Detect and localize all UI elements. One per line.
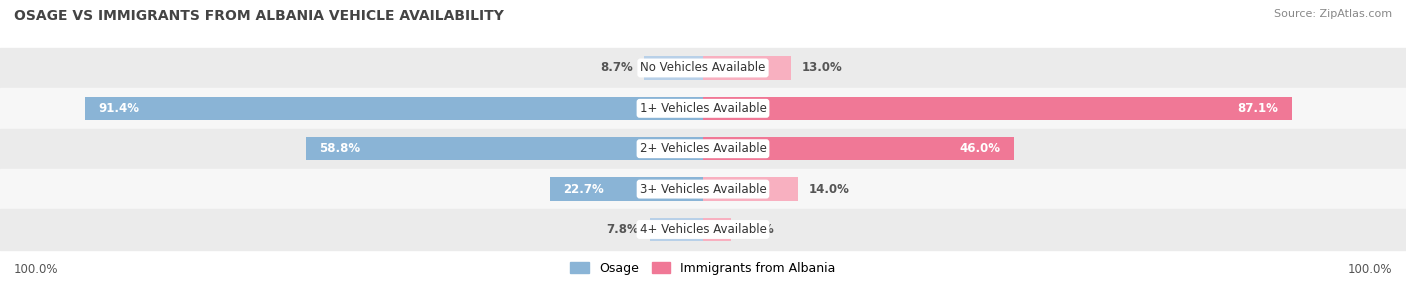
Text: 1+ Vehicles Available: 1+ Vehicles Available: [640, 102, 766, 115]
Bar: [0, 48, 1406, 88]
Bar: [703, 177, 797, 201]
Text: 91.4%: 91.4%: [98, 102, 139, 115]
Bar: [0, 128, 1406, 169]
Text: 7.8%: 7.8%: [607, 223, 640, 236]
Text: 58.8%: 58.8%: [319, 142, 360, 155]
Text: 13.0%: 13.0%: [801, 61, 842, 74]
Text: 14.0%: 14.0%: [808, 182, 849, 196]
Bar: [550, 177, 703, 201]
Bar: [86, 97, 703, 120]
Text: OSAGE VS IMMIGRANTS FROM ALBANIA VEHICLE AVAILABILITY: OSAGE VS IMMIGRANTS FROM ALBANIA VEHICLE…: [14, 9, 503, 23]
Text: 8.7%: 8.7%: [600, 61, 633, 74]
Bar: [650, 218, 703, 241]
Bar: [305, 137, 703, 160]
Text: 2+ Vehicles Available: 2+ Vehicles Available: [640, 142, 766, 155]
Bar: [703, 56, 790, 80]
Text: 4.1%: 4.1%: [741, 223, 775, 236]
Text: 100.0%: 100.0%: [14, 263, 59, 276]
Bar: [0, 169, 1406, 209]
Text: 3+ Vehicles Available: 3+ Vehicles Available: [640, 182, 766, 196]
Text: 4+ Vehicles Available: 4+ Vehicles Available: [640, 223, 766, 236]
Text: Source: ZipAtlas.com: Source: ZipAtlas.com: [1274, 9, 1392, 19]
Bar: [644, 56, 703, 80]
Text: No Vehicles Available: No Vehicles Available: [640, 61, 766, 74]
Legend: Osage, Immigrants from Albania: Osage, Immigrants from Albania: [565, 257, 841, 280]
Text: 87.1%: 87.1%: [1237, 102, 1278, 115]
Text: 22.7%: 22.7%: [562, 182, 603, 196]
Text: 46.0%: 46.0%: [959, 142, 1001, 155]
Text: 100.0%: 100.0%: [1347, 263, 1392, 276]
Bar: [703, 137, 1014, 160]
Bar: [703, 97, 1292, 120]
Bar: [0, 209, 1406, 250]
Bar: [703, 218, 731, 241]
Bar: [0, 88, 1406, 128]
